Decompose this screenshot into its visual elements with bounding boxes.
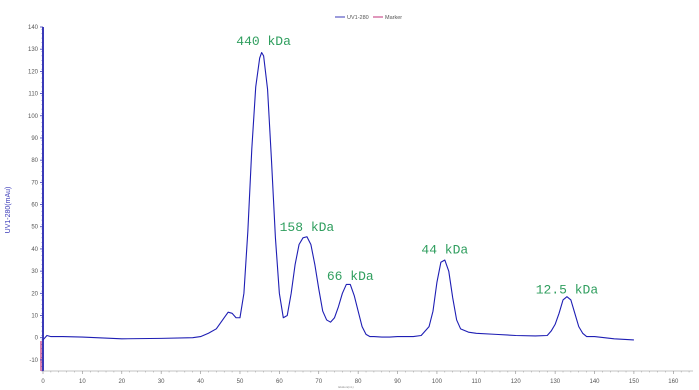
x-ticks: 0 10 20 30 40 50 60 70 80 90 100 110 120 130 140 150 160: [41, 371, 690, 385]
y-tick-label: 120: [28, 69, 39, 75]
x-tick-label: 160: [668, 379, 679, 385]
x-tick-label: 30: [158, 379, 165, 385]
peak-annotations: 440 kDa 158 kDa 66 kDa 44 kDa 12.5 kDa: [236, 34, 598, 298]
x-axis-title: Elution(mL): [338, 385, 353, 389]
x-tick-label: 0: [41, 379, 45, 385]
y-tick-label: 10: [31, 314, 38, 320]
axes: [40, 27, 693, 372]
y-tick-label: 70: [31, 180, 38, 186]
y-tick-label: 100: [28, 114, 39, 120]
y-tick-label: 140: [28, 25, 39, 31]
x-tick-label: 130: [550, 379, 561, 385]
x-tick-label: 50: [237, 379, 244, 385]
x-tick-label: 120: [511, 379, 522, 385]
y-tick-label: -10: [29, 358, 38, 364]
y-tick-label: 40: [31, 247, 38, 253]
x-tick-label: 80: [355, 379, 362, 385]
series-layer: [42, 51, 634, 341]
legend-label-marker: Marker: [385, 15, 402, 21]
x-tick-label: 140: [590, 379, 601, 385]
y-tick-label: 130: [28, 47, 39, 53]
peak-label: 158 kDa: [280, 220, 335, 235]
y-tick-label: 50: [31, 225, 38, 231]
x-tick-label: 150: [629, 379, 640, 385]
x-tick-label: 100: [432, 379, 443, 385]
peak-label: 12.5 kDa: [536, 282, 599, 297]
x-tick-label: 90: [394, 379, 401, 385]
series-line-uv1-280: [42, 51, 634, 341]
y-tick-label: 80: [31, 158, 38, 164]
peak-label: 440 kDa: [236, 34, 291, 49]
x-tick-label: 70: [315, 379, 322, 385]
x-tick-label: 20: [118, 379, 125, 385]
legend: UV1-280 Marker: [335, 15, 402, 21]
y-ticks: -10 0 10 20 30 40 50 60 70 80 90 100 110 120 130 140: [28, 25, 43, 372]
x-tick-label: 10: [79, 379, 86, 385]
y-tick-label: 60: [31, 203, 38, 209]
peak-label: 44 kDa: [421, 242, 468, 257]
y-axis-title: UV1-280(mAu): [5, 187, 12, 234]
x-tick-label: 40: [197, 379, 204, 385]
y-tick-label: 30: [31, 269, 38, 275]
x-tick-label: 110: [472, 379, 482, 385]
peak-label: 66 kDa: [327, 269, 374, 284]
x-tick-label: 60: [276, 379, 283, 385]
legend-label-uv: UV1-280: [347, 15, 369, 21]
y-tick-label: 110: [28, 92, 38, 98]
y-tick-label: 0: [35, 336, 39, 342]
y-tick-label: 20: [31, 291, 38, 297]
y-tick-label: 90: [31, 136, 38, 142]
